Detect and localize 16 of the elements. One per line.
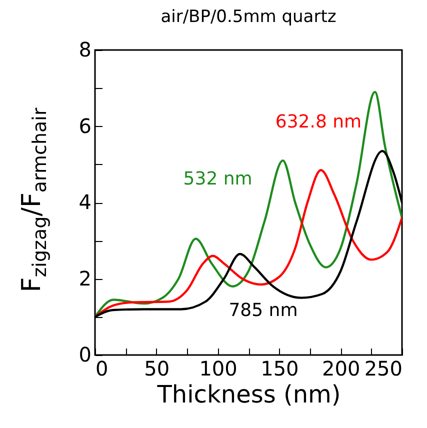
- chart-title: air/BP/0.5mm quartz: [160, 7, 336, 27]
- line-series: [95, 90, 402, 318]
- y-tick-label: 2: [78, 266, 92, 290]
- x-tick-label: 50: [144, 356, 170, 380]
- text: 632.8 nm: [275, 111, 362, 132]
- series-label: 785 nm: [228, 300, 298, 322]
- x-tick-label: 150: [260, 356, 299, 380]
- x-tick-label: 100: [199, 356, 238, 380]
- y-tick-label: 4: [78, 190, 92, 214]
- series-label: 532 nm: [183, 168, 252, 190]
- x-tick-label: 250: [364, 356, 402, 380]
- y-tick-label: 6: [78, 114, 92, 138]
- x-axis-title: Thickness (nm): [156, 380, 341, 408]
- y-tick-label: 8: [78, 38, 92, 62]
- x-tick-label: 0: [96, 356, 108, 380]
- x-tick-label: 200: [322, 356, 360, 380]
